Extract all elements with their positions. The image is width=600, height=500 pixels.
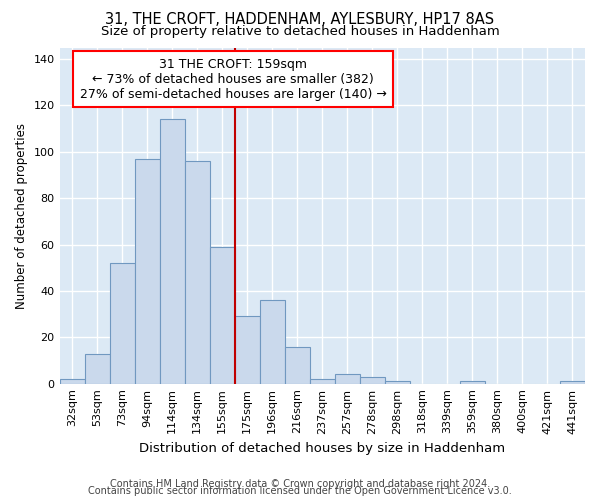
- Bar: [110, 263, 134, 384]
- Bar: [310, 379, 335, 384]
- Bar: [209, 247, 235, 384]
- X-axis label: Distribution of detached houses by size in Haddenham: Distribution of detached houses by size …: [139, 442, 505, 455]
- Bar: [260, 300, 285, 384]
- Text: Contains public sector information licensed under the Open Government Licence v3: Contains public sector information licen…: [88, 486, 512, 496]
- Bar: [59, 379, 85, 384]
- Y-axis label: Number of detached properties: Number of detached properties: [15, 122, 28, 308]
- Bar: [460, 382, 485, 384]
- Text: 31 THE CROFT: 159sqm
← 73% of detached houses are smaller (382)
27% of semi-deta: 31 THE CROFT: 159sqm ← 73% of detached h…: [80, 58, 386, 100]
- Bar: [560, 382, 585, 384]
- Bar: [185, 161, 209, 384]
- Bar: [235, 316, 260, 384]
- Text: Contains HM Land Registry data © Crown copyright and database right 2024.: Contains HM Land Registry data © Crown c…: [110, 479, 490, 489]
- Bar: [360, 376, 385, 384]
- Bar: [160, 120, 185, 384]
- Bar: [85, 354, 110, 384]
- Bar: [285, 346, 310, 384]
- Bar: [335, 374, 360, 384]
- Text: Size of property relative to detached houses in Haddenham: Size of property relative to detached ho…: [101, 25, 499, 38]
- Bar: [134, 159, 160, 384]
- Text: 31, THE CROFT, HADDENHAM, AYLESBURY, HP17 8AS: 31, THE CROFT, HADDENHAM, AYLESBURY, HP1…: [106, 12, 494, 28]
- Bar: [385, 382, 410, 384]
